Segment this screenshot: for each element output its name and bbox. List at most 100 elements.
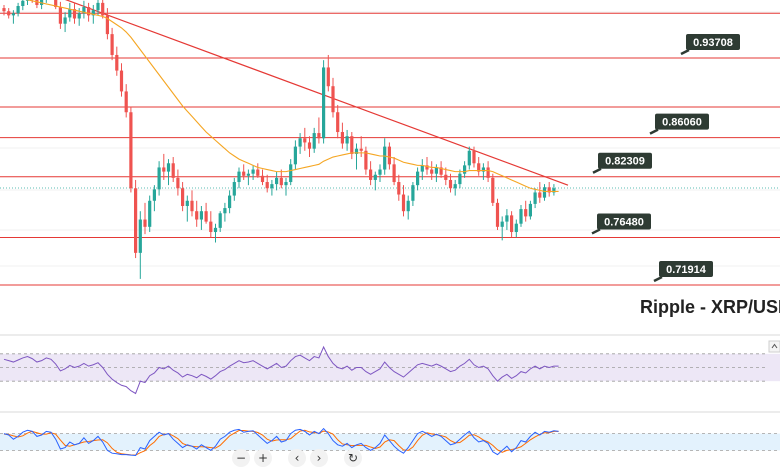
candle-body <box>467 150 471 166</box>
candle-body <box>237 171 241 183</box>
reset-icon[interactable]: ↻ <box>344 449 362 467</box>
candle-body <box>82 7 86 14</box>
label-pointer <box>649 128 659 135</box>
candle-body <box>364 150 368 170</box>
candle-body <box>481 167 485 172</box>
candle-body <box>209 221 213 233</box>
candle-body <box>434 167 438 174</box>
candle-body <box>373 174 377 180</box>
candle-body <box>25 0 30 1</box>
candle-body <box>72 9 77 19</box>
candle-body <box>87 7 91 16</box>
candle-body <box>195 211 199 220</box>
candle-body <box>213 227 218 233</box>
level-label-box <box>597 213 651 230</box>
candle-body <box>265 182 269 189</box>
candle-body <box>444 174 448 180</box>
moving-average-line <box>26 0 559 192</box>
candle-body <box>284 182 288 186</box>
rsi-panel <box>0 345 780 395</box>
candle-body <box>528 203 532 217</box>
candle-body <box>204 211 208 222</box>
candle-body <box>171 163 175 178</box>
candle-body <box>251 169 255 174</box>
stochastic-k-line <box>3 427 559 456</box>
candle-body <box>11 13 15 16</box>
candle-body <box>495 202 500 227</box>
level-label-box <box>598 152 652 169</box>
candle-body <box>232 182 236 196</box>
chart-title: Ripple - XRP/USD <box>640 297 780 317</box>
candle-body <box>453 184 457 189</box>
candle-body <box>519 209 523 224</box>
candle-body <box>143 219 147 227</box>
candle-body <box>181 188 185 206</box>
label-pointer <box>680 48 690 56</box>
scroll-right-button[interactable]: › <box>310 449 328 467</box>
level-label-box <box>659 261 713 277</box>
candle-body <box>340 132 344 144</box>
zoom-in-button[interactable]: + <box>254 449 272 467</box>
candle-body <box>242 171 246 176</box>
zoom-out-button[interactable]: − <box>232 449 250 467</box>
candle-body <box>472 150 476 164</box>
candle-body <box>275 177 279 185</box>
label-pointer <box>653 275 663 283</box>
level-label: 0.76480 <box>604 216 644 228</box>
candle-body <box>105 15 109 35</box>
candle-body <box>124 91 128 113</box>
candle-body <box>439 167 443 175</box>
panel-collapse-icon[interactable] <box>768 340 780 353</box>
candle-body <box>63 17 67 24</box>
stochastic-panel <box>0 427 780 456</box>
moving-average-layer <box>26 0 559 192</box>
candle-body <box>176 177 180 189</box>
candle-body <box>298 138 302 147</box>
candle-body <box>58 7 62 24</box>
candle-body <box>129 112 133 189</box>
candle-body <box>317 133 321 139</box>
candle-body <box>185 200 189 206</box>
candle-body <box>279 177 283 186</box>
candle-body <box>138 219 142 253</box>
label-pointer <box>591 228 601 235</box>
candle-body <box>387 146 391 165</box>
candle-body <box>378 169 382 175</box>
candle-body <box>383 146 387 170</box>
candle-body <box>218 213 222 228</box>
candle-body <box>157 167 161 190</box>
candle-body <box>448 179 453 189</box>
candle-body <box>7 11 11 16</box>
candle-body <box>369 169 373 180</box>
candle-body <box>35 0 39 5</box>
scroll-left-button[interactable]: ‹ <box>288 449 306 467</box>
level-labels: 0.93708 0.86060 0.82309 0.76480 0.71914 <box>591 34 740 283</box>
candle-body <box>491 177 495 203</box>
level-label: 0.82309 <box>605 156 645 168</box>
candle-body <box>101 2 105 16</box>
candle-body <box>505 215 509 222</box>
candle-body <box>392 164 396 183</box>
candle-body <box>547 187 551 193</box>
candle-body <box>162 167 166 172</box>
candle-body <box>134 188 138 253</box>
trendline <box>64 0 569 186</box>
candle-body <box>430 169 434 174</box>
candle-body <box>345 136 349 144</box>
candle-body <box>148 200 152 227</box>
candle-body <box>326 67 330 87</box>
candle-body <box>68 9 72 18</box>
candle-body <box>166 163 171 172</box>
candle-body <box>331 86 335 113</box>
candle-body <box>91 10 95 16</box>
candle-body <box>228 195 232 209</box>
candle-body <box>533 192 537 204</box>
candle-body <box>524 209 528 217</box>
candle-body <box>307 142 312 149</box>
candle-body <box>542 187 547 198</box>
candle-body <box>359 148 363 151</box>
candle-body <box>115 54 119 71</box>
candle-body <box>256 169 260 176</box>
